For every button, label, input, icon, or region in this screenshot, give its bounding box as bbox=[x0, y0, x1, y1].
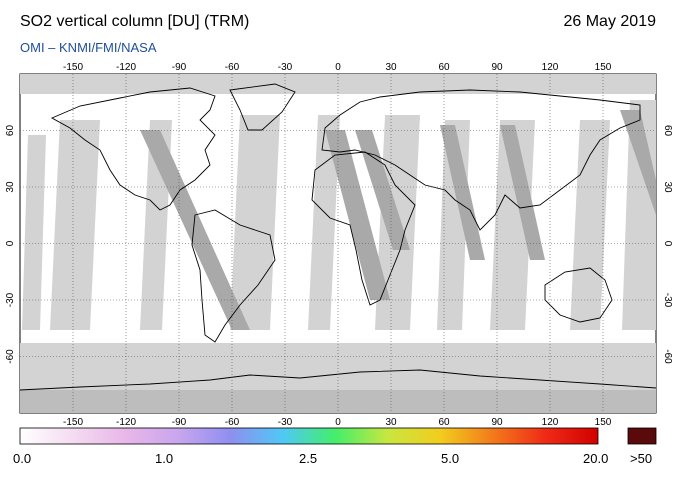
orbit-overlap bbox=[140, 130, 250, 330]
colorbar bbox=[19, 427, 599, 445]
colorbar-label: 0.0 bbox=[13, 451, 32, 466]
graticule bbox=[20, 74, 656, 413]
orbit-overlap bbox=[500, 125, 545, 260]
colorbar-label: 5.0 bbox=[441, 451, 460, 466]
lon-tick-label: -120 bbox=[116, 417, 136, 428]
lon-ticks-top: -150 -120 -90 -60 -30 0 30 60 90 120 150 bbox=[63, 62, 612, 73]
lon-tick-label: -150 bbox=[63, 417, 83, 428]
lon-tick-label: -30 bbox=[278, 62, 293, 73]
colorbar-overflow-swatch bbox=[627, 427, 657, 445]
lon-ticks-bottom: -150 -120 -90 -60 -30 0 30 60 90 120 150 bbox=[63, 417, 612, 428]
lon-tick-label: -30 bbox=[278, 417, 293, 428]
lat-tick-label: 30 bbox=[5, 181, 16, 193]
lon-tick-label: -120 bbox=[116, 62, 136, 73]
lon-tick-label: 60 bbox=[438, 62, 450, 73]
australia bbox=[544, 267, 613, 323]
lat-ticks-left: 60 30 0 -30 -60 bbox=[5, 125, 16, 364]
lon-tick-label: -60 bbox=[225, 417, 240, 428]
lat-tick-label: 0 bbox=[662, 241, 673, 247]
colorbar-label: 1.0 bbox=[155, 451, 174, 466]
orbit-gap bbox=[230, 115, 280, 330]
lon-tick-label: 120 bbox=[542, 417, 559, 428]
lat-tick-label: 60 bbox=[5, 125, 16, 137]
north-america bbox=[50, 87, 216, 211]
africa bbox=[311, 151, 416, 306]
colorbar-overflow-label: >50 bbox=[630, 451, 653, 466]
lon-tick-label: -60 bbox=[225, 62, 240, 73]
orbit-gap bbox=[50, 120, 100, 330]
colorbar-label: 20.0 bbox=[583, 451, 609, 466]
lon-tick-label: 0 bbox=[335, 62, 341, 73]
lon-tick-label: 30 bbox=[385, 62, 397, 73]
map-title: SO2 vertical column [DU] (TRM) bbox=[20, 13, 250, 30]
lat-ticks-right: 60 30 0 -30 -60 bbox=[662, 125, 673, 364]
greenland bbox=[229, 83, 296, 131]
lon-tick-label: 60 bbox=[438, 417, 450, 428]
orbit-overlap bbox=[355, 130, 410, 250]
colorbar-label: 2.5 bbox=[299, 451, 318, 466]
lon-tick-label: 90 bbox=[491, 62, 503, 73]
orbit-overlap bbox=[440, 125, 485, 260]
lon-tick-label: 150 bbox=[595, 62, 612, 73]
lat-tick-label: 30 bbox=[662, 181, 673, 193]
eurasia bbox=[321, 89, 641, 231]
lon-tick-label: 0 bbox=[335, 417, 341, 428]
lon-tick-label: 150 bbox=[595, 417, 612, 428]
data-source: OMI – KNMI/FMI/NASA bbox=[20, 40, 157, 55]
lat-tick-label: -60 bbox=[5, 349, 16, 364]
lon-tick-label: 90 bbox=[491, 417, 503, 428]
lat-tick-label: -30 bbox=[662, 293, 673, 308]
orbit-gap bbox=[570, 120, 610, 330]
lon-tick-label: 30 bbox=[385, 417, 397, 428]
orbit-gap bbox=[22, 135, 46, 330]
lat-tick-label: 0 bbox=[5, 240, 16, 246]
lon-tick-label: -150 bbox=[63, 62, 83, 73]
lon-tick-label: 120 bbox=[542, 62, 559, 73]
lon-tick-label: -90 bbox=[172, 417, 187, 428]
orbit-overlap bbox=[620, 110, 656, 215]
south-america bbox=[191, 209, 276, 343]
lat-tick-label: -30 bbox=[5, 292, 16, 307]
lon-tick-label: -90 bbox=[172, 62, 187, 73]
map-date: 26 May 2019 bbox=[563, 13, 656, 30]
orbit-overlap bbox=[325, 130, 390, 300]
lat-tick-label: -60 bbox=[662, 349, 673, 364]
lat-tick-label: 60 bbox=[662, 125, 673, 137]
